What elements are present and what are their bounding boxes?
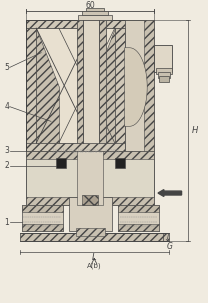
Bar	[26, 20, 154, 28]
Text: 60: 60	[85, 1, 95, 10]
Bar	[26, 143, 125, 151]
Bar	[86, 8, 104, 12]
Polygon shape	[36, 28, 59, 143]
Bar	[56, 158, 66, 168]
Bar	[20, 233, 169, 241]
Bar	[156, 68, 172, 74]
Bar	[78, 151, 103, 205]
Bar	[22, 205, 63, 212]
Text: H: H	[191, 126, 198, 135]
Bar	[77, 20, 106, 143]
Polygon shape	[125, 48, 147, 126]
Bar	[118, 205, 159, 212]
Bar	[82, 195, 98, 205]
Bar	[22, 225, 63, 231]
Bar	[82, 12, 108, 15]
Bar	[144, 20, 154, 151]
Bar	[154, 45, 172, 72]
Text: L: L	[92, 253, 97, 262]
Text: 1solenoidvalve.com: 1solenoidvalve.com	[51, 148, 120, 154]
Bar	[26, 197, 154, 205]
Bar	[118, 205, 159, 231]
Bar	[115, 28, 125, 151]
Bar	[83, 20, 99, 143]
Text: 1: 1	[4, 218, 9, 227]
Bar	[26, 28, 36, 151]
Text: 4: 4	[4, 102, 9, 111]
Bar	[77, 20, 83, 143]
Bar	[26, 151, 154, 205]
Text: 5: 5	[4, 63, 9, 72]
Text: G: G	[167, 241, 173, 251]
Bar	[22, 205, 63, 231]
Bar	[76, 228, 105, 236]
Bar	[159, 76, 169, 82]
Bar	[118, 225, 159, 231]
Bar	[78, 15, 112, 20]
Bar	[125, 20, 154, 151]
Text: J: J	[166, 234, 168, 240]
Bar	[158, 72, 170, 78]
Bar	[99, 20, 106, 143]
Text: 3: 3	[4, 146, 9, 155]
Bar	[26, 151, 154, 159]
Polygon shape	[92, 28, 115, 143]
Text: A(b): A(b)	[87, 263, 102, 269]
Text: 2: 2	[4, 161, 9, 170]
Bar	[115, 158, 125, 168]
Bar	[69, 197, 112, 231]
FancyArrow shape	[158, 190, 182, 196]
Bar	[36, 28, 115, 143]
